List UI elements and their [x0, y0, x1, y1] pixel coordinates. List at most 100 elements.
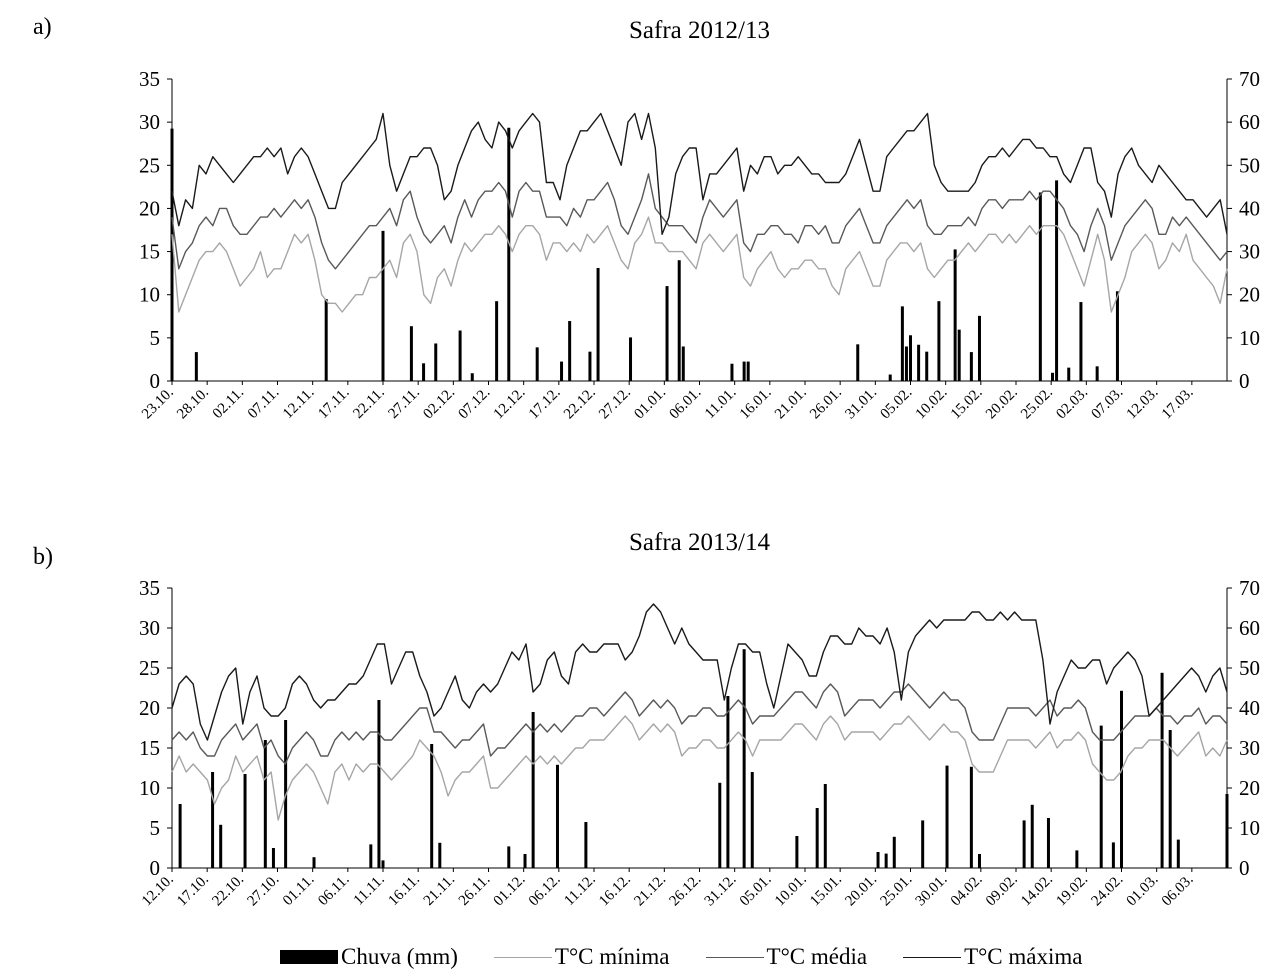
rain-bar [1079, 302, 1083, 381]
rain-bar [1055, 180, 1059, 381]
legend-label-tmed: T°C média [766, 944, 868, 969]
rain-bar [742, 649, 746, 868]
rain-bar [312, 857, 316, 868]
rain-bar [369, 844, 373, 868]
rain-bar [434, 343, 438, 381]
rain-bar [377, 700, 381, 868]
x-tick-label: 21.12. [631, 872, 669, 910]
y-left-tick-label: 20 [139, 196, 160, 220]
rain-bar [381, 860, 385, 868]
rain-bar [750, 772, 754, 868]
series-line-tmin [171, 216, 1228, 313]
x-tick-label: 21.11. [421, 872, 458, 909]
rain-bar [856, 344, 860, 381]
y-right-tick-label: 0 [1239, 369, 1250, 393]
x-tick-label: 15.02. [948, 385, 986, 423]
rain-bar [909, 335, 912, 381]
rain-bar [568, 321, 572, 381]
x-tick-label: 15.01. [807, 872, 845, 910]
rain-bar [1120, 690, 1123, 868]
rain-bar [726, 696, 730, 868]
legend-swatch-chuva [280, 950, 338, 964]
rain-bar [665, 286, 669, 381]
x-tick-label: 06.12. [526, 872, 564, 910]
x-tick-label: 20.02. [983, 385, 1021, 423]
rain-bar [815, 808, 819, 868]
rain-bar [430, 744, 434, 868]
rain-bar [742, 361, 746, 381]
y-left-tick-label: 10 [139, 776, 160, 800]
rain-bar [1225, 794, 1229, 868]
x-tick-label: 24.02. [1088, 872, 1126, 910]
rain-bar [957, 329, 961, 381]
panel-label-a: a) [33, 14, 52, 40]
rain-bar [531, 712, 535, 868]
legend-item-tmax: T°C máxima [903, 944, 1083, 970]
x-tick-label: 26.01. [807, 385, 845, 423]
y-left-tick-label: 15 [139, 240, 160, 264]
x-tick-label: 27.11. [386, 385, 423, 422]
rain-bar [495, 301, 499, 381]
rain-bar [795, 836, 799, 868]
legend-label-tmax: T°C máxima [964, 944, 1083, 969]
chart-title: Safra 2013/14 [629, 529, 770, 556]
rain-bar [584, 822, 588, 868]
y-left-tick-label: 5 [150, 816, 161, 840]
rain-bar [681, 346, 685, 381]
y-right-tick-label: 30 [1239, 240, 1260, 264]
x-tick-label: 10.01. [772, 872, 810, 910]
rain-bar [677, 260, 681, 381]
y-right-tick-label: 50 [1239, 153, 1260, 177]
y-left-tick-label: 30 [139, 616, 160, 640]
x-tick-label: 25.01. [877, 872, 915, 910]
x-tick-label: 22.12. [561, 385, 599, 423]
x-tick-label: 12.11. [280, 385, 317, 422]
rain-bar [1115, 291, 1119, 381]
y-right-tick-label: 70 [1239, 67, 1260, 91]
x-tick-label: 27.12. [596, 385, 634, 423]
rain-bar [170, 128, 174, 381]
rain-bar [1160, 672, 1164, 868]
x-tick-label: 26.12. [666, 872, 704, 910]
x-tick-label: 17.10. [174, 872, 212, 910]
rain-bar [263, 740, 267, 868]
legend-swatch-tmed [705, 956, 764, 958]
x-tick-label: 20.01. [842, 872, 880, 910]
x-tick-label: 02.12. [420, 385, 458, 423]
x-tick-label: 07.03. [1088, 385, 1126, 423]
rain-bar [1095, 366, 1099, 381]
y-left-tick-label: 5 [150, 326, 161, 350]
panel-label-b: b) [33, 544, 53, 570]
x-tick-label: 11.12. [561, 872, 598, 909]
x-tick-label: 01.01. [631, 385, 669, 423]
rain-bar [588, 351, 592, 381]
rain-bar [409, 326, 413, 381]
rain-bar [823, 784, 827, 868]
rain-bar [1176, 839, 1180, 868]
series-line-tmin [171, 715, 1228, 821]
x-tick-label: 31.01. [842, 385, 880, 423]
x-tick-label: 09.02. [983, 872, 1021, 910]
rain-bar [507, 127, 511, 381]
rain-bar [535, 347, 539, 381]
rain-bar [876, 852, 880, 868]
chart-a: Safra 2012/13 0 5 10 15 20 25 30 35 0 10 20 30 40 50 60… [139, 17, 1260, 422]
rain-bar [1046, 818, 1050, 868]
rain-bar [977, 315, 981, 381]
y-right-tick-label: 10 [1239, 326, 1260, 350]
x-tick-label: 07.12. [455, 385, 493, 423]
x-tick-label: 02.11. [210, 385, 247, 422]
y-left-tick-label: 35 [139, 576, 160, 600]
x-tick-label: 06.01. [666, 385, 704, 423]
x-tick-label: 16.01. [737, 385, 775, 423]
x-tick-label: 17.03. [1159, 385, 1197, 423]
rain-bar [271, 848, 275, 868]
x-tick-label: 16.12. [596, 872, 634, 910]
rain-bar [1038, 192, 1042, 381]
series-line-tmax [171, 603, 1228, 741]
x-tick-label: 16.11. [386, 872, 423, 909]
x-tick-label: 22.11. [350, 385, 387, 422]
y-right-tick-label: 40 [1239, 196, 1260, 220]
rain-bar [523, 854, 527, 868]
x-tick-label: 30.01. [913, 872, 951, 910]
